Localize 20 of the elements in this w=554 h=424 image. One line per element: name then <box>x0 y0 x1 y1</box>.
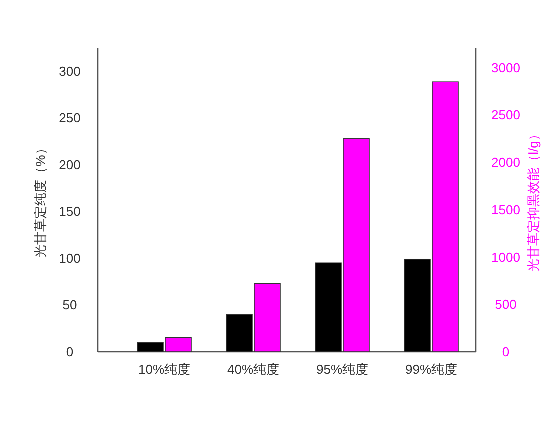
y2-tick-label: 1000 <box>492 250 520 265</box>
y-axis-title: 光甘草定纯度（%） <box>33 142 48 258</box>
y2-axis-title: 光甘草定抑黑效能（l/g） <box>526 128 541 272</box>
x-tick-label: 95%纯度 <box>316 362 369 377</box>
x-tick-label: 99%纯度 <box>405 362 458 377</box>
y-tick-label: 0 <box>66 344 74 360</box>
y2-tick-label: 2000 <box>492 155 520 170</box>
y2-tick-label: 3000 <box>492 60 520 76</box>
y-tick-label: 200 <box>59 157 81 172</box>
x-tick-label: 40%纯度 <box>227 362 280 377</box>
y-tick-label: 300 <box>59 64 81 79</box>
y-tick-label: 50 <box>62 298 78 313</box>
y-tick-label: 100 <box>59 250 81 266</box>
y-tick-label: 250 <box>59 110 81 126</box>
y-tick-label: 150 <box>59 204 81 220</box>
y2-tick-label: 2500 <box>492 108 520 123</box>
y2-tick-label: 500 <box>495 297 517 312</box>
y2-tick-label: 0 <box>502 344 510 360</box>
x-tick-label: 10%纯度 <box>138 362 191 377</box>
y2-tick-label: 1500 <box>492 202 520 218</box>
